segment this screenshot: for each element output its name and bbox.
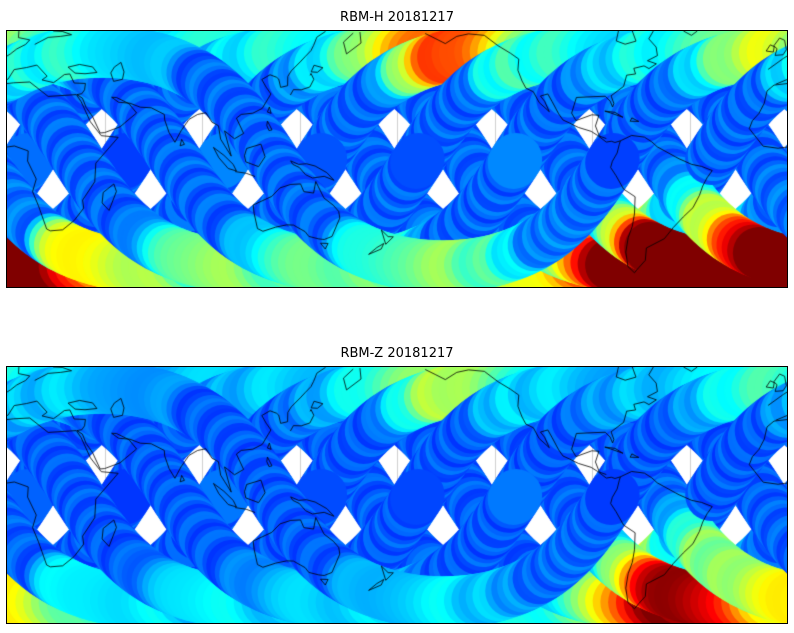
map-canvas-rbm-z [6,366,788,624]
panel-title-rbm-z: RBM-Z 20181217 [340,346,454,361]
panel-rbm-z: RBM-Z 20181217 [6,346,788,624]
panel-rbm-h: RBM-H 20181217 [6,10,788,288]
panel-title-rbm-h: RBM-H 20181217 [340,10,454,25]
map-canvas-rbm-h [6,30,788,288]
